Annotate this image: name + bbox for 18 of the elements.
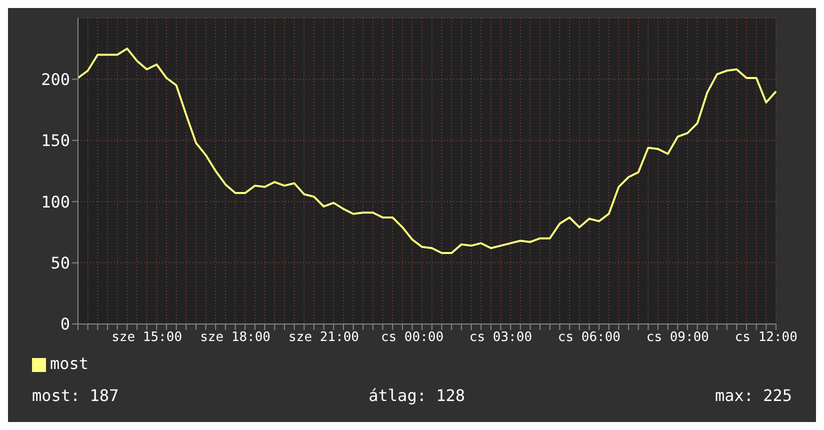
- y-tick-label: 50: [50, 253, 70, 272]
- y-tick-label: 200: [41, 70, 70, 89]
- x-tick-label: sze 21:00: [288, 330, 359, 346]
- x-tick-label: sze 15:00: [112, 330, 182, 346]
- x-tick-label: cs 09:00: [646, 330, 710, 346]
- text: most: 187: [32, 386, 119, 405]
- x-tick-label: cs 03:00: [469, 330, 532, 346]
- y-tick-label: 0: [60, 314, 70, 334]
- legend-label: most: [50, 354, 89, 373]
- x-tick-label: cs 12:00: [734, 330, 798, 346]
- line-series: [77, 48, 777, 254]
- x-tick-label: cs 00:00: [380, 330, 444, 346]
- text: átlag: 128: [368, 386, 465, 405]
- x-tick-label: sze 18:00: [200, 330, 271, 346]
- x-tick-label: cs 06:00: [558, 330, 621, 346]
- y-tick-label: 100: [41, 192, 70, 212]
- text: max: 225: [714, 386, 792, 405]
- y-tick-label: 150: [41, 131, 70, 150]
